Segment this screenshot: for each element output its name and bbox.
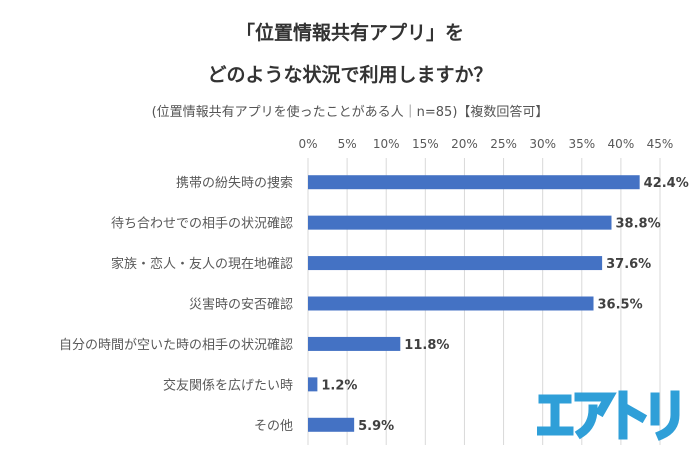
bar	[308, 256, 603, 271]
chart-subtitle: (位置情報共有アプリを使ったことがある人｜n=85)【複数回答可】	[151, 105, 549, 120]
bar	[308, 336, 401, 351]
data-label: 36.5%	[598, 298, 643, 313]
chart-title-line-1: 「位置情報共有アプリ」を	[235, 22, 464, 44]
bar	[308, 296, 594, 311]
category-label: 家族・恋人・友人の現在地確認	[111, 256, 293, 272]
category-label: 災害時の安否確認	[189, 297, 293, 313]
x-tick-label: 45%	[647, 137, 674, 151]
x-tick-label: 25%	[490, 137, 517, 151]
chart-title-line-2: どのような状況で利用しますか？	[207, 64, 493, 86]
data-label: 38.8%	[616, 217, 661, 232]
bar	[308, 377, 318, 392]
x-tick-label: 10%	[373, 137, 400, 151]
bar	[308, 417, 355, 432]
category-label: 待ち合わせでの相手の状況確認	[111, 216, 293, 232]
airtrip-logo	[537, 390, 680, 441]
x-tick-label: 5%	[338, 137, 357, 151]
category-label: その他	[254, 419, 293, 434]
x-tick-label: 30%	[529, 137, 556, 151]
data-label: 1.2%	[321, 378, 357, 393]
category-label: 交友関係を広げたい時	[163, 377, 293, 393]
bar	[308, 215, 612, 230]
x-tick-label: 20%	[451, 137, 478, 151]
data-label: 37.6%	[606, 257, 651, 272]
data-label: 5.9%	[358, 419, 394, 434]
data-label: 42.4%	[644, 176, 689, 191]
x-tick-label: 15%	[412, 137, 439, 151]
x-tick-label: 35%	[568, 137, 595, 151]
x-tick-label: 40%	[608, 137, 635, 151]
bar	[308, 175, 640, 190]
x-tick-label: 0%	[298, 137, 317, 151]
data-label: 11.8%	[404, 338, 449, 353]
category-label: 携帯の紛失時の捜索	[176, 175, 293, 191]
category-label: 自分の時間が空いた時の相手の状況確認	[59, 337, 293, 353]
